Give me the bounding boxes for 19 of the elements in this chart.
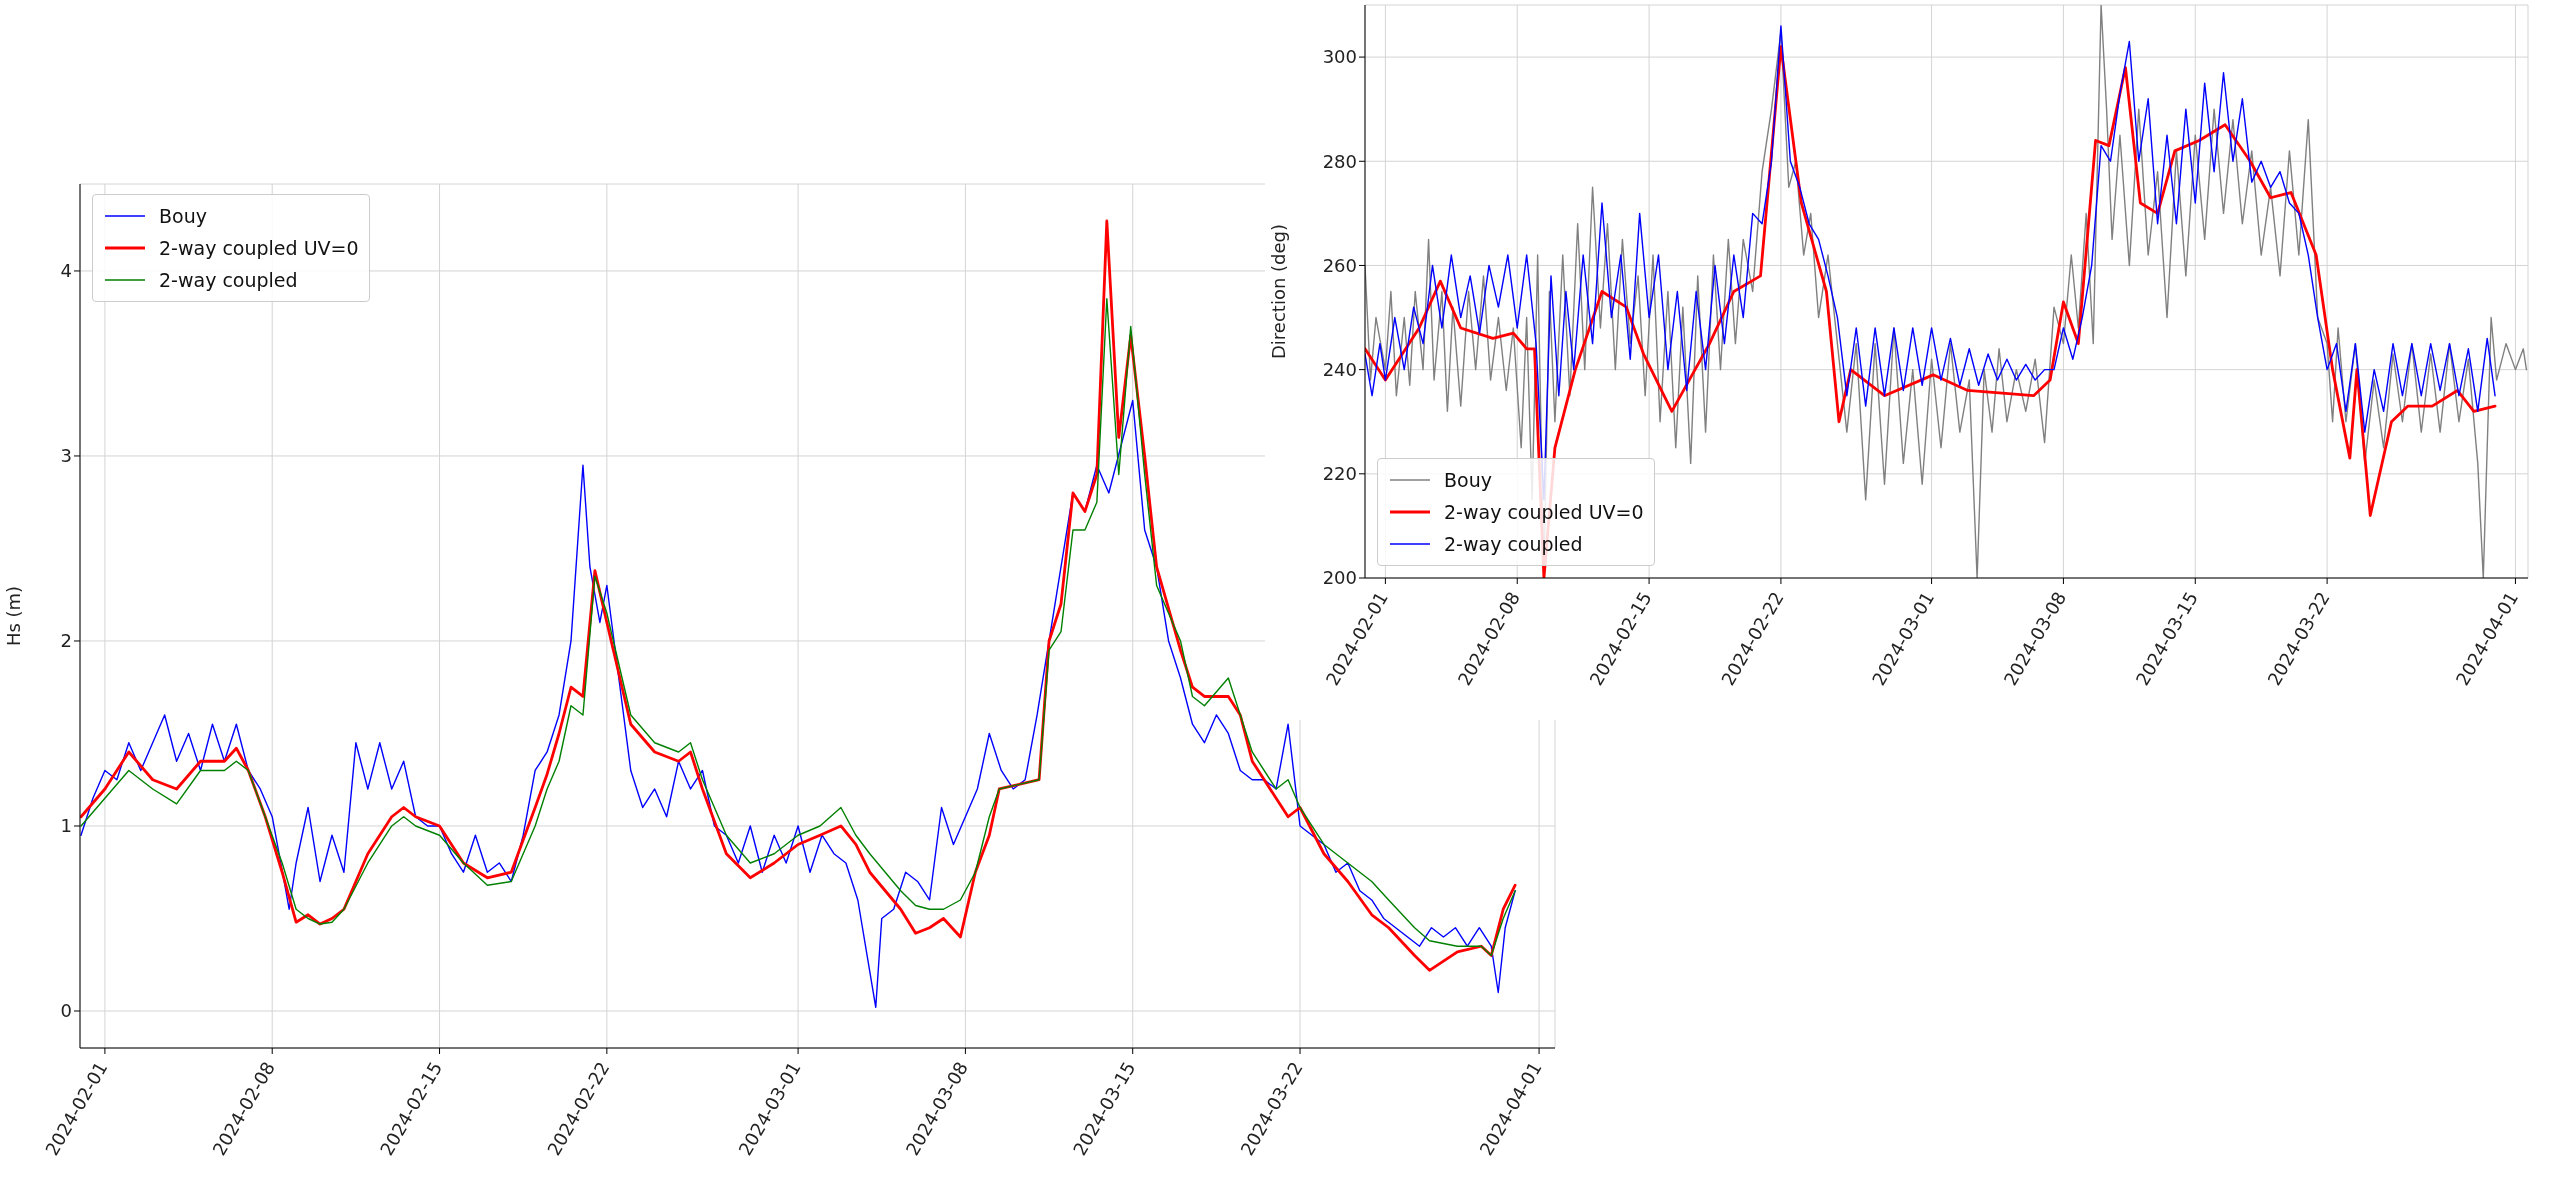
y-tick-label: 280	[1322, 150, 1357, 172]
legend-label: 2-way coupled	[159, 269, 298, 291]
legend-label: Bouy	[1444, 469, 1492, 491]
y-tick-label: 200	[1322, 567, 1357, 589]
y-tick-label: 2	[60, 630, 72, 652]
y-tick-label: 240	[1322, 359, 1357, 381]
legend-label: Bouy	[159, 205, 207, 227]
legend-label: 2-way coupled UV=0	[1444, 501, 1644, 523]
y-tick-label: 4	[60, 260, 72, 282]
y-tick-label: 1	[60, 815, 72, 837]
y-axis-title: Direction (deg)	[1268, 223, 1290, 360]
y-axis-title: Hs (m)	[3, 585, 25, 647]
legend-label: 2-way coupled	[1444, 533, 1583, 555]
y-tick-label: 0	[60, 1000, 72, 1022]
legend-label: 2-way coupled UV=0	[159, 237, 359, 259]
y-tick-label: 3	[60, 445, 72, 467]
y-tick-label: 300	[1322, 46, 1357, 68]
y-tick-label: 220	[1322, 463, 1357, 485]
y-tick-label: 260	[1322, 254, 1357, 276]
